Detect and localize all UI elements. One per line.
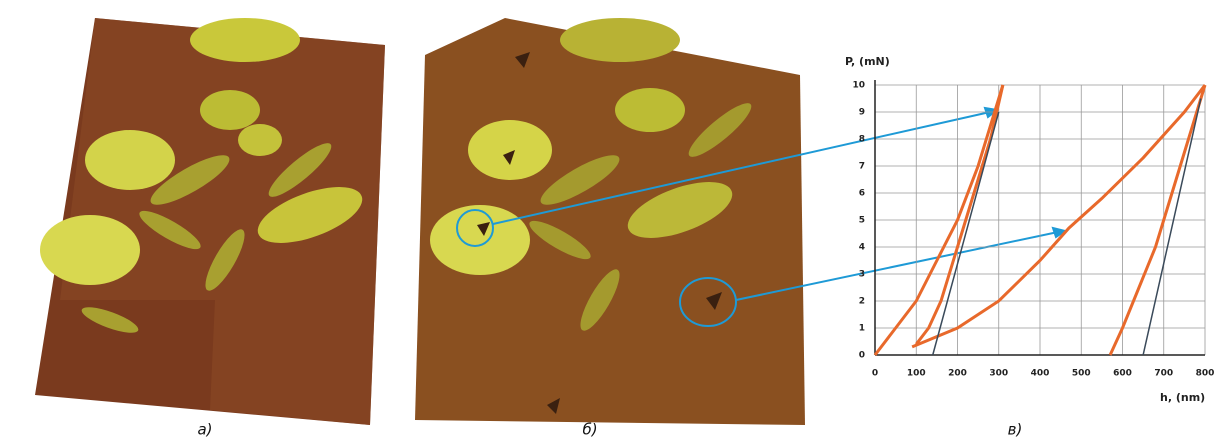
panel-caption: б) — [582, 421, 597, 439]
x-tick-label: 0 — [872, 369, 878, 379]
y-tick-label: 9 — [859, 108, 865, 118]
x-tick-label: 200 — [948, 369, 967, 379]
x-tick-label: 400 — [1031, 369, 1050, 379]
y-tick-label: 6 — [859, 189, 865, 199]
y-axis-label: P, (mN) — [845, 55, 890, 68]
data-line — [912, 85, 1205, 347]
x-tick-label: 500 — [1072, 369, 1091, 379]
afm-image-a — [35, 18, 385, 425]
panel-caption: в) — [1008, 421, 1023, 439]
x-tick-label: 700 — [1154, 369, 1173, 379]
x-tick-label: 100 — [907, 369, 926, 379]
data-line — [1143, 99, 1201, 356]
y-tick-label: 7 — [859, 162, 865, 172]
y-tick-label: 0 — [859, 351, 865, 361]
y-tick-label: 8 — [859, 135, 865, 145]
y-tick-label: 4 — [859, 243, 865, 253]
x-tick-label: 300 — [989, 369, 1008, 379]
y-tick-label: 2 — [859, 297, 865, 307]
figure: а) б) в) P, (mN) h, (nm) 010020030040050… — [0, 0, 1224, 443]
data-line — [933, 112, 999, 355]
x-axis-label: h, (nm) — [1160, 391, 1205, 404]
y-tick-label: 5 — [859, 216, 865, 226]
y-tick-label: 3 — [859, 270, 865, 280]
y-tick-label: 10 — [852, 81, 865, 91]
y-tick-label: 1 — [859, 324, 865, 334]
panel-caption: а) — [197, 421, 212, 439]
afm-image-b — [415, 18, 805, 425]
x-tick-label: 800 — [1196, 369, 1215, 379]
x-tick-label: 600 — [1113, 369, 1132, 379]
